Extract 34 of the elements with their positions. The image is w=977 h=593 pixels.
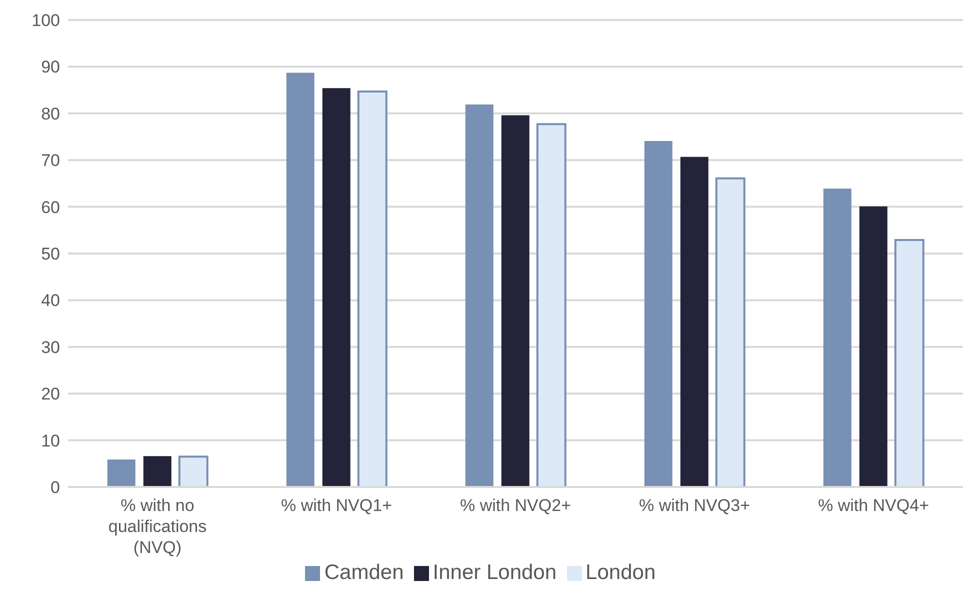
- bar: [715, 177, 746, 487]
- legend-label: Inner London: [432, 561, 557, 584]
- y-tick-label: 100: [32, 11, 60, 30]
- bar: [501, 115, 530, 487]
- y-tick-label: 60: [41, 198, 60, 217]
- y-tick-label: 20: [41, 384, 60, 404]
- bar: [107, 459, 136, 487]
- bar: [143, 456, 172, 487]
- bar: [894, 238, 924, 487]
- bar: [322, 88, 350, 487]
- bar: [357, 90, 388, 487]
- bar: [286, 72, 314, 487]
- y-tick-label: 90: [41, 58, 60, 77]
- x-tick-label: % with NVQ1+: [280, 496, 392, 515]
- y-tick-label: 0: [50, 478, 60, 498]
- y-tick-label: 70: [41, 151, 60, 170]
- bar: [644, 140, 672, 487]
- x-tick-label: % with NVQ3+: [638, 496, 750, 515]
- legend-label: London: [586, 561, 656, 584]
- bar: [680, 156, 708, 487]
- bar: [859, 206, 888, 487]
- x-tick-label: % with NVQ4+: [818, 496, 930, 515]
- y-tick-label: 40: [41, 291, 60, 310]
- y-tick-label: 80: [41, 104, 60, 124]
- bar: [178, 456, 208, 487]
- bar: [536, 123, 566, 487]
- bar: [823, 188, 852, 487]
- y-tick-label: 10: [41, 431, 60, 450]
- x-tick-label: % with NVQ2+: [460, 496, 572, 515]
- bar: [465, 104, 494, 487]
- x-tick-label: % with no qualifications (NVQ): [108, 496, 207, 557]
- legend-label: Camden: [324, 561, 404, 584]
- y-tick-label: 50: [41, 244, 60, 264]
- y-tick-label: 30: [41, 338, 60, 357]
